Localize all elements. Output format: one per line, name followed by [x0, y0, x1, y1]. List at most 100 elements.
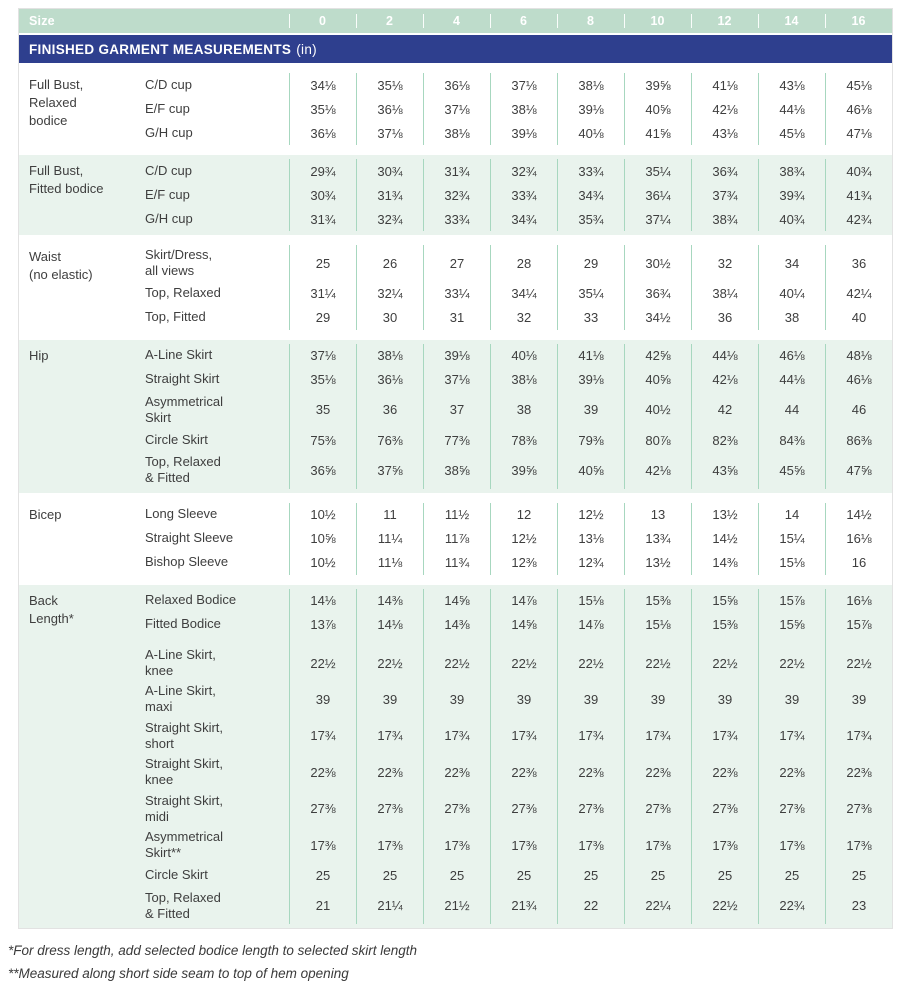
measurement-row: Bishop Sleeve 10½ 11⅛ 11¾ 12⅜ 12¾ 13½ 14⅜ 15⅛ 16: [135, 550, 892, 575]
measurement-value: 16⅛: [825, 526, 892, 551]
measurement-value: 25: [557, 863, 624, 888]
row-label: Straight Skirt, short: [145, 719, 224, 751]
measurement-value: 25: [691, 863, 758, 888]
row-label: A-Line Skirt, maxi: [145, 683, 216, 715]
section-hip: Hip A-Line Skirt 37⅛ 38⅛ 39⅛ 40⅛ 41⅛ 42⅝ 44⅛ 46⅛ 4…: [19, 339, 892, 493]
measurement-value: 13¾: [624, 526, 691, 551]
measurement-value: 13: [624, 502, 691, 527]
measurement-value: 32: [490, 305, 557, 330]
measurement-value: 39: [423, 681, 490, 718]
measurement-value: 77⅜: [423, 428, 490, 452]
measurement-value: 12⅜: [490, 550, 557, 575]
measurement-value: 14⅝: [423, 588, 490, 613]
measurement-value: 41¾: [825, 183, 892, 207]
measurement-value: 25: [289, 245, 356, 282]
measurement-value: 12½: [557, 502, 624, 527]
measurement-value: 14⅜: [423, 612, 490, 637]
footnotes: *For dress length, add selected bodice l…: [8, 943, 893, 981]
measurement-value: 11: [356, 502, 423, 527]
measurement-value: 34¾: [490, 207, 557, 231]
section-label: Full Bust, Fitted bodice: [29, 163, 104, 197]
measurement-value: 14⅞: [557, 612, 624, 637]
measurement-value: 22⅜: [825, 754, 892, 791]
measurement-value: 44⅛: [758, 367, 825, 392]
measurement-value: 36¾: [624, 281, 691, 306]
measurement-value: 42⅝: [624, 343, 691, 368]
measurement-row: C/D cup 29¾ 30¾ 31¾ 32¾ 33¾ 35¼ 36¾ 38¾ 40¾: [135, 159, 892, 183]
measurement-value: 22½: [557, 636, 624, 681]
measurement-value: 34¾: [557, 183, 624, 207]
measurement-row: Circle Skirt 25 25 25 25 25 25 25 25 25: [135, 863, 892, 888]
measurement-value: 32: [691, 245, 758, 282]
measurement-row: Fitted Bodice 13⅞ 14⅛ 14⅜ 14⅝ 14⅞ 15⅛ 15⅜ 15⅝ 15⅞: [135, 612, 892, 637]
measurement-value: 38¾: [691, 207, 758, 231]
row-label: A-Line Skirt: [145, 347, 213, 363]
size-column-header: 2: [356, 9, 423, 33]
size-header-values: 0 2 4 6 8 10 12 14 16: [135, 9, 892, 33]
measurement-value: 34: [758, 245, 825, 282]
measurement-value: 11½: [423, 502, 490, 527]
measurement-value: 22⅜: [624, 754, 691, 791]
measurement-value: 46: [825, 391, 892, 428]
section-label: Full Bust, Relaxed bodice: [29, 77, 84, 129]
measurement-value: 30: [356, 305, 423, 330]
measurement-value: 30¾: [289, 183, 356, 207]
size-column-header: 12: [691, 9, 758, 33]
measurement-value: 46⅛: [758, 343, 825, 368]
measurement-value: 48⅛: [825, 343, 892, 368]
measurement-value: 22⅜: [356, 754, 423, 791]
banner-unit: (in): [296, 41, 317, 57]
measurement-value: 31¼: [289, 281, 356, 306]
measurement-row: Skirt/Dress, all views 25 26 27 28 29 30½ 32 34 3…: [135, 245, 892, 282]
measurement-value: 17⅜: [691, 827, 758, 864]
measurement-value: 17¾: [825, 717, 892, 754]
measurement-value: 13⅞: [289, 612, 356, 637]
measurement-value: 17⅜: [356, 827, 423, 864]
measurement-value: 22½: [289, 636, 356, 681]
measurement-value: 11¼: [356, 526, 423, 551]
measurement-value: 27⅜: [825, 790, 892, 827]
measurement-value: 75⅜: [289, 428, 356, 452]
measurement-value: 46⅛: [825, 367, 892, 392]
measurement-value: 31¾: [356, 183, 423, 207]
measurement-value: 40¾: [758, 207, 825, 231]
measurement-value: 22⅜: [758, 754, 825, 791]
measurement-value: 38⅛: [423, 121, 490, 145]
measurement-value: 38¼: [691, 281, 758, 306]
measurement-value: 44⅛: [691, 343, 758, 368]
measurement-value: 38⅛: [490, 367, 557, 392]
measurement-value: 34¼: [490, 281, 557, 306]
measurement-row: G/H cup 31¾ 32¾ 33¾ 34¾ 35¾ 37¼ 38¾ 40¾ 42¾: [135, 207, 892, 231]
measurement-value: 22¼: [624, 887, 691, 924]
measurement-value: 22½: [758, 636, 825, 681]
section-label: Hip: [29, 347, 49, 363]
measurement-value: 37: [423, 391, 490, 428]
row-label: Straight Skirt, knee: [145, 756, 224, 788]
measurement-value: 34⅛: [289, 73, 356, 97]
measurement-value: 40⅝: [624, 367, 691, 392]
measurement-value: 38⅝: [423, 452, 490, 489]
measurement-value: 15⅛: [557, 588, 624, 613]
measurement-value: 22⅜: [490, 754, 557, 791]
measurement-value: 17¾: [490, 717, 557, 754]
measurement-row: Top, Relaxed & Fitted 21 21¼ 21½ 21¾ 22 22¼ 22½…: [135, 887, 892, 924]
row-label: G/H cup: [145, 124, 193, 140]
measurement-value: 42⅛: [691, 97, 758, 121]
measurement-value: 35⅛: [356, 73, 423, 97]
measurement-value: 40⅝: [624, 97, 691, 121]
measurement-value: 37¾: [691, 183, 758, 207]
measurement-value: 12¾: [557, 550, 624, 575]
measurement-value: 17⅜: [289, 827, 356, 864]
measurement-value: 15⅝: [758, 612, 825, 637]
measurement-value: 29: [289, 305, 356, 330]
measurement-value: 22½: [356, 636, 423, 681]
measurement-value: 36: [691, 305, 758, 330]
measurement-value: 40⅝: [557, 452, 624, 489]
measurement-value: 17¾: [758, 717, 825, 754]
measurement-value: 17¾: [557, 717, 624, 754]
measurement-value: 32¾: [490, 159, 557, 183]
measurement-value: 39: [356, 681, 423, 718]
row-label: Top, Relaxed: [145, 285, 221, 301]
measurement-value: 35: [289, 391, 356, 428]
measurement-sections: Full Bust, Relaxed bodice C/D cup 34⅛ 35⅛ 36…: [19, 69, 892, 928]
